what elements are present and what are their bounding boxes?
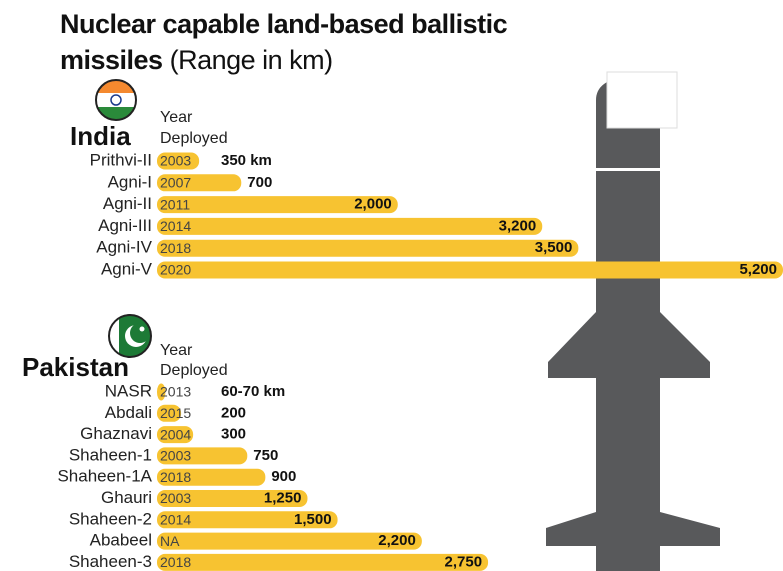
year-label: 2018 xyxy=(160,469,191,485)
value-label: 1,500 xyxy=(294,511,332,528)
value-label: 200 xyxy=(221,404,246,421)
infographic: India Year Deployed Prithvi-II 2003 350 km Agn… xyxy=(0,0,783,571)
value-label: 900 xyxy=(271,468,296,485)
year-label: 2003 xyxy=(160,448,191,464)
year-label: 2015 xyxy=(160,405,191,421)
value-label: 300 xyxy=(221,426,246,443)
category-label: Agni-I xyxy=(108,172,152,191)
category-label: Prithvi-II xyxy=(90,150,152,169)
category-label: Agni-V xyxy=(101,259,153,278)
column-header: Deployed xyxy=(160,362,228,379)
value-label: 2,750 xyxy=(445,553,483,570)
value-label: 3,500 xyxy=(535,239,573,256)
year-label: 2011 xyxy=(160,196,190,212)
missile-silhouette xyxy=(546,72,720,571)
value-label: 3,200 xyxy=(499,217,537,234)
category-label: Shaheen-1A xyxy=(57,467,152,486)
year-label: 2018 xyxy=(160,240,191,256)
category-label: Agni-III xyxy=(98,216,152,235)
category-label: Shaheen-2 xyxy=(69,509,152,528)
subtitle: (Range in km) xyxy=(170,45,333,75)
category-label: NASR xyxy=(105,381,152,400)
column-header: Deployed xyxy=(160,130,228,147)
bar xyxy=(157,262,783,279)
year-label: 2003 xyxy=(160,490,191,506)
year-label: 2004 xyxy=(160,426,191,442)
bar xyxy=(157,218,542,235)
title-block: Nuclear capable land-based ballistic mis… xyxy=(60,6,530,78)
year-label: 2003 xyxy=(160,153,191,169)
bar xyxy=(157,240,578,257)
value-label: 5,200 xyxy=(739,261,777,278)
year-label: 2013 xyxy=(160,384,191,400)
category-label: Ghauri xyxy=(101,488,152,507)
value-label: 750 xyxy=(253,447,278,464)
value-label: 2,200 xyxy=(378,532,416,549)
category-label: Shaheen-1 xyxy=(69,445,152,464)
year-label: 2014 xyxy=(160,218,191,234)
column-header: Year xyxy=(160,109,193,126)
india-flag xyxy=(94,78,138,122)
year-label: 2020 xyxy=(160,262,191,278)
bar xyxy=(157,554,488,571)
value-label: 60-70 km xyxy=(221,383,285,400)
category-label: Agni-II xyxy=(103,194,152,213)
column-header: Year xyxy=(160,342,193,359)
category-label: Agni-IV xyxy=(96,238,152,257)
category-label: Abdali xyxy=(105,403,152,422)
year-label: NA xyxy=(160,533,180,549)
year-label: 2007 xyxy=(160,175,191,191)
value-label: 2,000 xyxy=(354,196,392,213)
year-label: 2018 xyxy=(160,554,191,570)
value-label: 1,250 xyxy=(264,489,302,506)
value-label: 700 xyxy=(247,174,272,191)
chart: India Year Deployed Prithvi-II 2003 350 km Agn… xyxy=(0,0,783,571)
group-name: India xyxy=(70,121,131,151)
year-label: 2014 xyxy=(160,512,191,528)
category-label: Ababeel xyxy=(90,531,152,550)
group-name: Pakistan xyxy=(22,352,129,382)
category-label: Shaheen-3 xyxy=(69,552,152,571)
value-label: 350 km xyxy=(221,152,272,169)
category-label: Ghaznavi xyxy=(80,424,152,443)
